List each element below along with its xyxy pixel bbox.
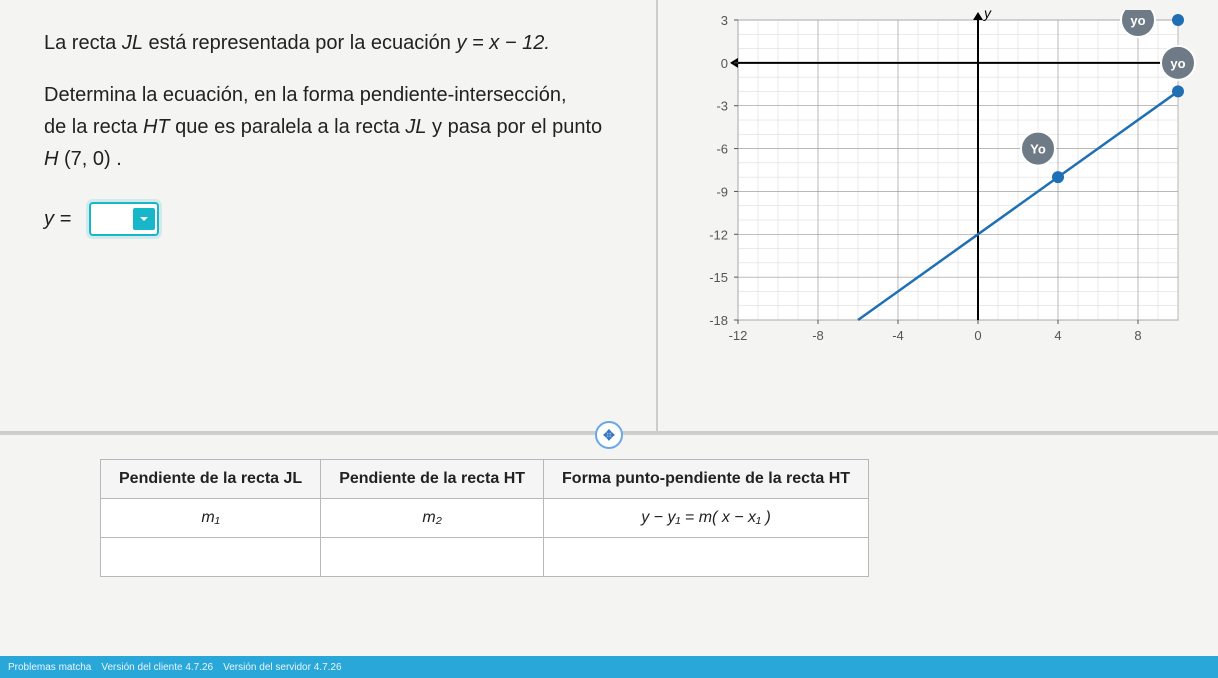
cell-empty[interactable] [321,538,544,577]
line-jl: JL [122,32,143,54]
svg-text:-4: -4 [892,328,904,343]
answer-row: y = [44,202,159,236]
cell-empty[interactable] [544,538,869,577]
svg-text:0: 0 [974,328,981,343]
svg-text:4: 4 [1054,328,1061,343]
top-row: La recta JL está representada por la ecu… [0,0,1218,433]
app-root: La recta JL está representada por la ecu… [0,0,1218,678]
col-header-3: Forma punto-pendiente de la recta HT [544,460,869,499]
problem-statement-3: de la recta HT que es paralela a la rect… [44,112,622,142]
equation-1: y = x − 12. [457,32,550,54]
graph-wrap: yx30-3-6-9-12-15-18-12-8-4048Yoyoyo [678,10,1198,360]
coordinate-graph[interactable]: yx30-3-6-9-12-15-18-12-8-4048Yoyoyo [678,10,1198,360]
svg-text:Yo: Yo [1030,142,1046,157]
chevron-down-icon [139,214,149,224]
problem-pane: La recta JL está representada por la ecu… [0,0,658,431]
line-jl-2: JL [405,116,426,138]
answer-input[interactable] [97,205,129,233]
answer-label: y = [44,208,71,231]
table-row-empty [101,538,869,577]
dropdown-button[interactable] [133,208,155,230]
svg-text:-3: -3 [716,99,728,114]
footer-text-3: Versión del servidor 4.7.26 [223,662,341,673]
cell-m2: m₂ [321,499,544,538]
text: Determina la ecuación, en la forma pendi… [44,84,567,106]
col-header-2: Pendiente de la recta HT [321,460,544,499]
text: de la recta [44,116,143,138]
line-ht: HT [143,116,170,138]
table-header-row: Pendiente de la recta JL Pendiente de la… [101,460,869,499]
cell-formula: y − y₁ = m( x − x₁ ) [544,499,869,538]
svg-text:-12: -12 [709,227,728,242]
svg-text:-9: -9 [716,184,728,199]
footer-bar: Problemas matcha Versión del cliente 4.7… [0,656,1218,678]
col-header-1: Pendiente de la recta JL [101,460,321,499]
svg-text:-15: -15 [709,270,728,285]
graph-pane: yx30-3-6-9-12-15-18-12-8-4048Yoyoyo [658,0,1218,431]
svg-text:y: y [983,10,992,21]
hint-pane: Pendiente de la recta JL Pendiente de la… [0,433,1218,678]
cell-empty[interactable] [101,538,321,577]
expand-splitter-button[interactable] [595,421,623,449]
problem-statement-2: Determina la ecuación, en la forma pendi… [44,80,622,110]
svg-text:yo: yo [1170,56,1185,71]
table-row: m₁ m₂ y − y₁ = m( x − x₁ ) [101,499,869,538]
footer-text-1: Problemas matcha [8,662,91,673]
hint-table: Pendiente de la recta JL Pendiente de la… [100,459,869,577]
svg-text:-8: -8 [812,328,824,343]
point-coords: (7, 0) . [58,148,121,170]
footer-text-2: Versión del cliente 4.7.26 [101,662,213,673]
problem-statement-4: H (7, 0) . [44,144,622,174]
text: está representada por la ecuación [143,32,457,54]
svg-text:3: 3 [721,13,728,28]
svg-text:-6: -6 [716,142,728,157]
svg-text:yo: yo [1130,13,1145,28]
point-h: H [44,148,58,170]
text: y pasa por el punto [426,116,602,138]
answer-box[interactable] [89,202,159,236]
cell-m1: m₁ [101,499,321,538]
text: La recta [44,32,122,54]
svg-text:0: 0 [721,56,728,71]
svg-text:-18: -18 [709,313,728,328]
text: que es paralela a la recta [170,116,406,138]
svg-text:-12: -12 [729,328,748,343]
svg-text:8: 8 [1134,328,1141,343]
problem-statement-1: La recta JL está representada por la ecu… [44,28,622,58]
